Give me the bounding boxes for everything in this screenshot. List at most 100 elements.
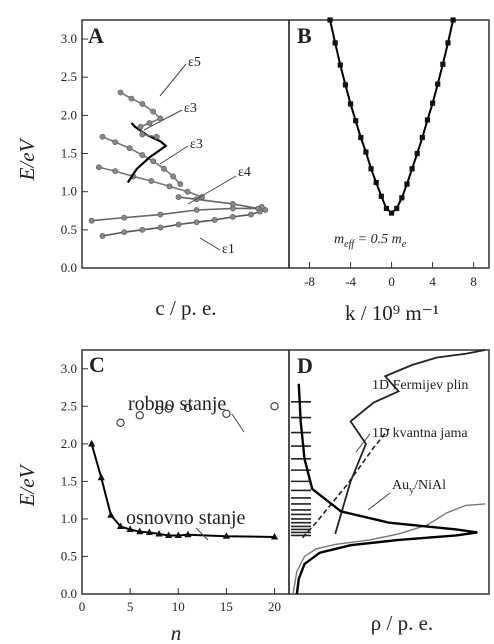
data-point [193, 219, 200, 226]
x-tick-label: 0 [388, 274, 395, 289]
osnovno-point [222, 532, 231, 539]
data-point [99, 133, 106, 140]
series-line [120, 91, 162, 138]
panel-c-x-ticks: 0 5 10 15 20 [79, 588, 281, 614]
panel-d: D 1D Fermijev plin 1D kvantna jama Auy/N… [288, 349, 490, 595]
osnovno-point [145, 528, 153, 536]
robno-point [164, 404, 173, 413]
y-tick-label: 3.0 [61, 361, 77, 376]
data-point [88, 217, 95, 224]
data-point [184, 188, 191, 195]
panel-c-frame [81, 349, 290, 595]
y-axis-title-bottom: E/eV [15, 463, 39, 507]
x-tick-label: -4 [345, 274, 356, 289]
label-au-nial: Auy/NiAl [392, 478, 446, 496]
x-tick-label: 8 [470, 274, 477, 289]
y-tick-label: 0.5 [61, 548, 77, 563]
data-point [404, 181, 410, 187]
parabola-line [329, 19, 455, 215]
density-line [334, 349, 486, 535]
data-point [148, 178, 155, 184]
robno-point [135, 411, 144, 420]
panel-d-frame [288, 349, 490, 595]
label-robno-stanje: robno stanje [128, 393, 226, 415]
data-point [373, 179, 379, 186]
series-line [126, 122, 168, 184]
osnovno-point [88, 439, 96, 447]
osnovno-point [270, 532, 279, 540]
leader-robno [231, 413, 245, 433]
panel-b-annotation: meff = 0.5 me [334, 232, 407, 250]
y-tick-label: 1.0 [61, 184, 77, 199]
leader-osnovno [195, 527, 209, 541]
label-au-nial-rest: /NiAl [414, 478, 446, 493]
data-point [137, 123, 144, 130]
data-point [139, 131, 146, 138]
data-point [150, 158, 157, 165]
osnovno-point [184, 530, 192, 538]
data-point [150, 108, 157, 115]
data-point [414, 150, 420, 157]
label-au-nial-y: y [409, 485, 414, 496]
panel-a-letter: A [88, 23, 104, 48]
data-point [112, 139, 119, 145]
data-point [262, 207, 269, 213]
osnovno-point [97, 473, 105, 481]
density-line [302, 428, 390, 539]
data-point [332, 40, 338, 46]
panel-b-x-ticks: -8 -4 0 4 8 [304, 262, 477, 289]
panel-c: 0.0 0.5 1.0 1.5 2.0 2.5 3.0 0 5 10 15 20 C robno s… [61, 349, 290, 614]
data-point [126, 145, 133, 152]
y-tick-label: 2.5 [61, 69, 77, 84]
x-tick-label: 20 [268, 599, 281, 614]
data-point [128, 95, 135, 102]
osnovno-point [174, 531, 182, 539]
data-point [440, 61, 446, 67]
data-point [121, 214, 128, 221]
data-point [177, 181, 184, 187]
y-tick-label: 1.5 [61, 473, 77, 488]
y-tick-label: 3.0 [61, 31, 77, 46]
data-point [388, 210, 395, 216]
osnovno-point [155, 529, 163, 537]
data-point [358, 134, 364, 141]
data-point [121, 229, 128, 236]
y-tick-label: 1.5 [61, 146, 77, 161]
label-au-nial-au: Au [392, 478, 409, 493]
label-eps3-upper: ε3 [184, 101, 197, 116]
data-point [445, 40, 451, 46]
panel-b-letter: B [297, 23, 312, 48]
data-point [112, 168, 119, 174]
data-point [175, 194, 182, 200]
data-point [327, 17, 333, 23]
robno-point [116, 418, 125, 427]
leader-eps3-lower [159, 145, 189, 165]
x-tick-label: 10 [172, 599, 185, 614]
data-point [378, 193, 384, 199]
data-point [409, 166, 415, 172]
data-point [139, 226, 146, 233]
data-point [229, 213, 236, 220]
data-point [419, 134, 425, 141]
panel-a: 0.0 0.5 1.0 1.5 2.0 2.5 3.0 A ε5 ε3 ε3 ε4 ε1 [61, 19, 290, 275]
osnovno-point [126, 525, 134, 533]
x-tick-label: -8 [304, 274, 315, 289]
x-tick-label: 4 [429, 274, 436, 289]
leader-quantum-well [355, 433, 371, 453]
panel-c-y-ticks: 0.0 0.5 1.0 1.5 2.0 2.5 3.0 [61, 361, 88, 601]
data-point [139, 101, 146, 107]
data-point [193, 207, 200, 213]
x-axis-title-b: k / 10⁹ m⁻¹ [345, 301, 439, 325]
data-point [229, 201, 236, 207]
data-point [99, 233, 106, 239]
label-eps4: ε4 [238, 165, 251, 180]
y-tick-label: 2.0 [61, 436, 77, 451]
data-point [368, 166, 374, 172]
data-point [157, 224, 164, 231]
data-point [211, 217, 218, 223]
label-eps5: ε5 [188, 55, 201, 70]
panel-b-series [327, 17, 456, 216]
data-point [255, 205, 262, 212]
data-point [139, 152, 146, 158]
